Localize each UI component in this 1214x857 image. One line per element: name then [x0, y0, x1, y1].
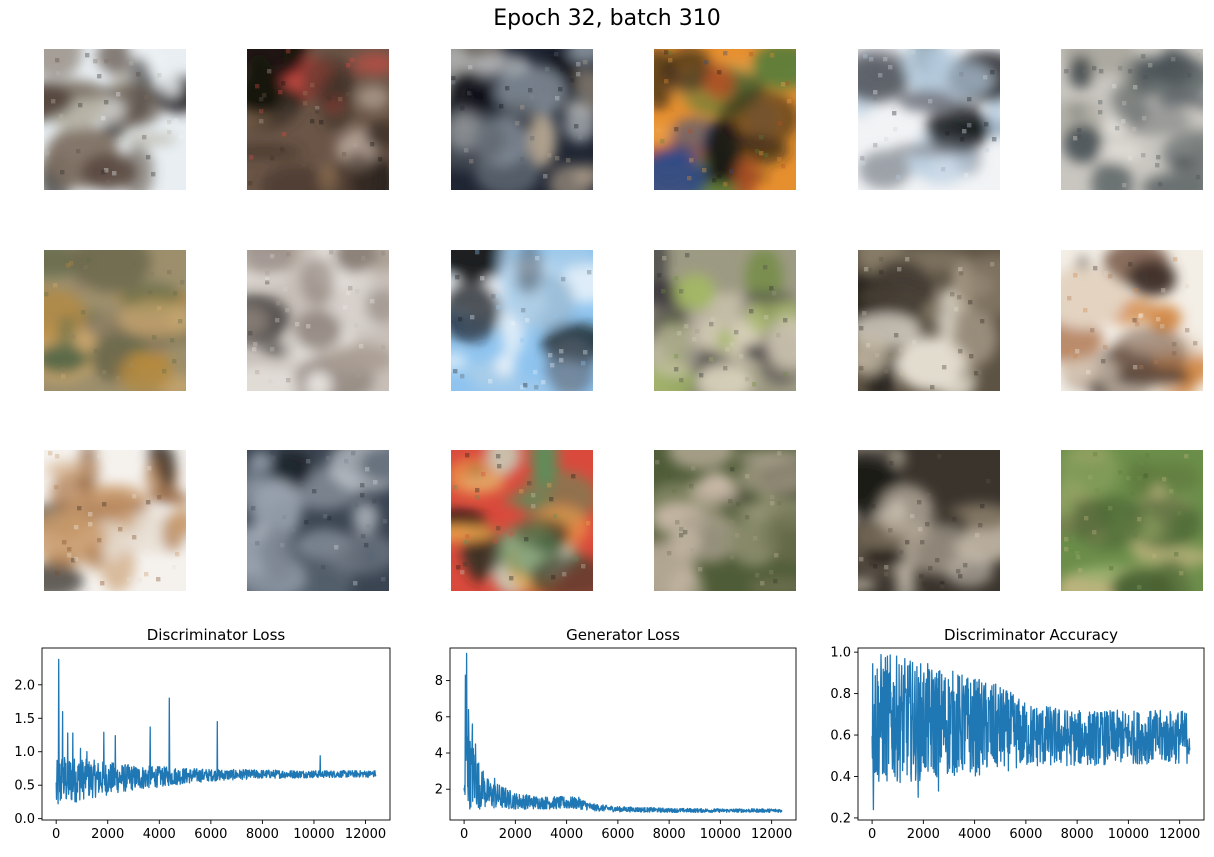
sample-7 [44, 250, 186, 391]
x-tick-label: 4000 [143, 827, 176, 842]
sample-14 [247, 450, 389, 591]
y-tick-label: 2.0 [14, 678, 35, 693]
sample-12 [1061, 250, 1203, 391]
metrics-charts: Discriminator Loss 0 2000 4000 6000 8000 10000… [14, 626, 1205, 842]
y-tick-label: 8 [435, 674, 443, 689]
x-tick-label: 6000 [1009, 827, 1042, 842]
x-tick-label: 8000 [246, 827, 279, 842]
y-tick-label: 0.0 [14, 812, 35, 827]
x-tick-label: 10000 [700, 827, 741, 842]
chart-title: Discriminator Loss [147, 626, 286, 644]
sample-18 [1061, 450, 1203, 591]
sample-3 [451, 49, 593, 190]
x-tick-label: 12000 [345, 827, 386, 842]
y-tick-label: 1.0 [830, 646, 851, 661]
y-tick-label: 1.5 [14, 712, 35, 727]
x-tick-label: 4000 [958, 827, 991, 842]
y-tick-label: 0.5 [14, 779, 35, 794]
y-tick-label: 6 [435, 710, 443, 725]
sample-17 [858, 450, 1000, 591]
sample-9 [451, 250, 593, 391]
x-tick-label: 12000 [751, 827, 792, 842]
sample-6 [1061, 49, 1203, 190]
series-line [463, 652, 783, 814]
x-tick-label: 8000 [653, 827, 686, 842]
x-tick-label: 0 [868, 827, 876, 842]
axes-frame [449, 647, 797, 821]
figure-title: Epoch 32, batch 310 [493, 6, 721, 31]
y-tick-label: 0.2 [830, 811, 851, 826]
y-tick-label: 2 [435, 783, 443, 798]
sample-8 [247, 250, 389, 391]
x-tick-label: 10000 [293, 827, 334, 842]
series-line [871, 653, 1191, 811]
y-tick-label: 0.6 [830, 729, 851, 744]
x-tick-label: 12000 [1159, 827, 1200, 842]
axes-frame [41, 647, 391, 821]
y-tick-label: 4 [435, 747, 443, 762]
sample-15 [451, 450, 593, 591]
x-tick-label: 2000 [91, 827, 124, 842]
chart-1: Discriminator Loss 0 2000 4000 6000 8000 10000… [14, 626, 391, 842]
sample-1 [44, 49, 186, 190]
x-tick-label: 0 [460, 827, 468, 842]
sample-4 [654, 49, 796, 190]
x-tick-label: 2000 [499, 827, 532, 842]
sample-16 [654, 450, 796, 591]
chart-title: Generator Loss [566, 626, 680, 644]
sample-2 [247, 49, 389, 190]
x-tick-label: 6000 [194, 827, 227, 842]
x-tick-label: 8000 [1061, 827, 1094, 842]
chart-2: Generator Loss 0 2000 4000 6000 8000 10000 1200… [435, 626, 797, 842]
x-tick-label: 2000 [907, 827, 940, 842]
chart-title: Discriminator Accuracy [944, 626, 1118, 644]
sample-10 [654, 250, 796, 391]
series-line [55, 658, 377, 805]
x-tick-label: 6000 [601, 827, 634, 842]
chart-3: Discriminator Accuracy 0 2000 4000 6000 8000 1… [830, 626, 1205, 842]
axes-frame [857, 647, 1205, 821]
sample-11 [858, 250, 1000, 391]
sample-5 [858, 49, 1000, 190]
sample-13 [44, 450, 186, 591]
y-tick-label: 0.4 [830, 770, 851, 785]
x-tick-label: 4000 [550, 827, 583, 842]
x-tick-label: 10000 [1108, 827, 1149, 842]
metrics-panel: Discriminator Loss 0 2000 4000 6000 8000 10000… [0, 620, 1214, 853]
x-tick-label: 0 [52, 827, 60, 842]
y-tick-label: 0.8 [830, 687, 851, 702]
y-tick-label: 1.0 [14, 745, 35, 760]
